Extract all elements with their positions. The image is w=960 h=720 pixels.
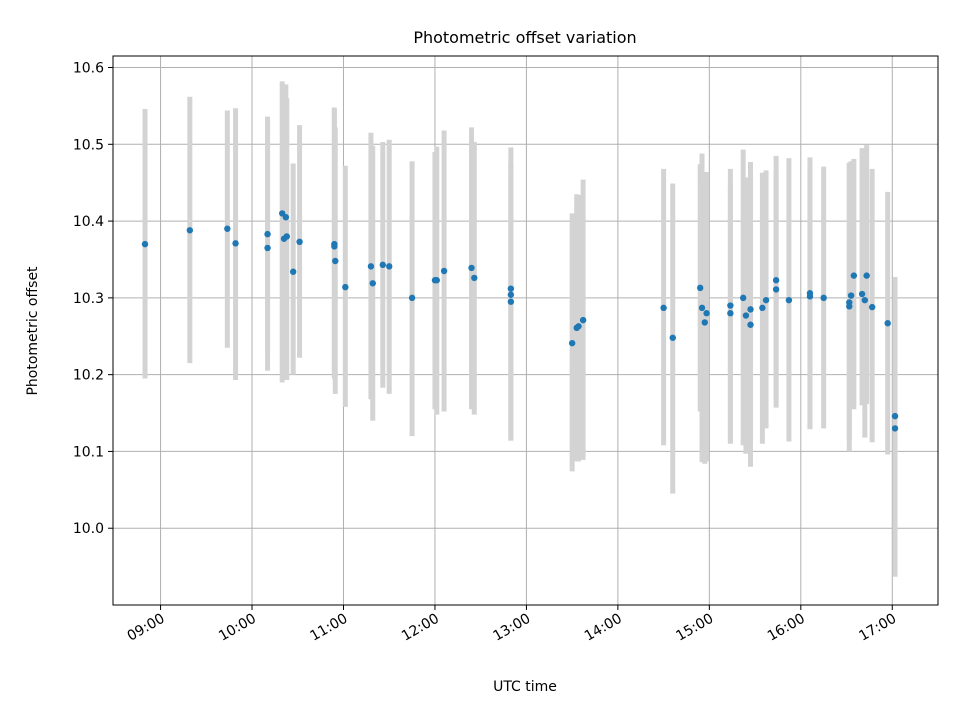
chart-title: Photometric offset variation [413, 28, 636, 47]
data-point [884, 320, 891, 327]
data-point [847, 292, 855, 299]
data-point [660, 304, 667, 312]
data-point [289, 268, 297, 275]
data-point [772, 286, 780, 293]
data-point [264, 230, 271, 238]
y-tick-label: 10.3 [73, 291, 104, 307]
data-point [742, 312, 750, 319]
data-point [386, 263, 393, 270]
x-tick-label: 16:00 [765, 611, 808, 645]
data-point [408, 294, 416, 302]
data-point [863, 272, 870, 279]
x-axis-label: UTC time [493, 679, 557, 695]
y-tick-label: 10.6 [73, 61, 104, 77]
y-tick-label: 10.4 [73, 214, 104, 230]
plot-frame [112, 55, 939, 606]
data-point [141, 240, 149, 248]
y-tick-label: 10.1 [73, 444, 104, 460]
data-point [858, 290, 866, 298]
data-point [739, 294, 747, 302]
grid [113, 56, 938, 605]
y-tick-label: 10.0 [73, 521, 104, 537]
data-point [891, 425, 899, 432]
data-point [698, 304, 706, 312]
data-point [282, 214, 290, 221]
x-tick-label: 09:00 [125, 611, 168, 645]
data-point [579, 316, 587, 324]
data-point [850, 272, 858, 279]
data-point [331, 243, 338, 250]
data-point [701, 319, 708, 326]
data-point [759, 304, 766, 312]
y-tick-label: 10.5 [73, 137, 104, 153]
data-point [332, 257, 339, 265]
data-point [762, 296, 770, 304]
x-tick-label: 11:00 [308, 611, 351, 645]
x-tick-label: 15:00 [673, 611, 716, 645]
data-point [846, 303, 853, 310]
data-point [820, 294, 827, 302]
x-tick-label: 13:00 [490, 611, 533, 645]
data-point [468, 264, 475, 272]
data-point [283, 233, 290, 240]
data-point [785, 296, 793, 304]
x-tick-label: 14:00 [582, 611, 625, 645]
x-tick-label: 12:00 [399, 611, 442, 645]
data-point [747, 306, 754, 313]
x-tick-label: 10:00 [216, 611, 259, 645]
data-point [342, 283, 349, 291]
data-point [264, 244, 271, 252]
data-point [507, 291, 515, 298]
data-point [232, 240, 239, 247]
x-tick-label: 17:00 [856, 611, 899, 645]
data-points [141, 210, 899, 432]
data-point [861, 296, 869, 304]
y-axis-label: Photometric offset [25, 266, 41, 396]
data-point [891, 412, 899, 420]
data-point [507, 285, 515, 292]
data-point [296, 238, 303, 246]
y-tick-label: 10.2 [73, 368, 104, 384]
x-axis-ticks: 09:00 10:00 11:00 12:00 13:00 14:00 15:00 16:00… [125, 605, 899, 645]
data-point [568, 339, 576, 347]
data-point [507, 298, 515, 305]
data-point [868, 303, 876, 311]
data-point [186, 227, 194, 234]
data-point [703, 310, 710, 317]
data-point [806, 293, 814, 300]
data-point [471, 274, 478, 282]
data-point [367, 263, 375, 270]
data-point [440, 267, 448, 275]
data-point [727, 302, 734, 309]
data-point [747, 321, 754, 328]
data-point [575, 323, 582, 330]
data-point [369, 280, 376, 287]
data-point [433, 277, 440, 284]
y-axis-ticks: 10.0 10.1 10.2 10.3 10.4 10.5 10.6 [73, 61, 113, 537]
data-point [379, 261, 387, 269]
data-point [696, 284, 704, 292]
data-point [669, 334, 676, 341]
data-point [772, 277, 780, 284]
data-point [727, 310, 734, 317]
data-point [224, 225, 231, 232]
